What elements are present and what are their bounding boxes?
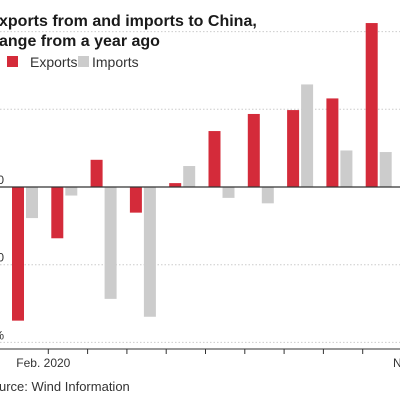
bar-exports bbox=[287, 110, 300, 187]
y-tick-label: 0% bbox=[0, 328, 4, 342]
y-tick-label: 0 bbox=[0, 173, 4, 187]
source-note: urce: Wind Information bbox=[0, 379, 130, 394]
bar-imports bbox=[26, 187, 38, 219]
x-tick-label: No bbox=[393, 356, 400, 370]
bar-exports bbox=[247, 113, 260, 187]
legend-label-exports: Exports bbox=[30, 54, 77, 70]
bars bbox=[12, 23, 392, 321]
bar-imports bbox=[379, 152, 392, 187]
bar-imports bbox=[340, 150, 353, 187]
bar-exports bbox=[129, 187, 142, 213]
bar-imports bbox=[143, 187, 156, 317]
x-tick-label: Feb. 2020 bbox=[16, 356, 70, 370]
bar-exports bbox=[12, 187, 24, 321]
chart-title-line-1: xports from and imports to China, bbox=[0, 13, 257, 30]
y-tick-label: 0 bbox=[0, 251, 4, 265]
bar-imports bbox=[261, 187, 274, 204]
axes: 0 0 0% Feb. 2020 No bbox=[0, 173, 400, 370]
legend: Exports Imports bbox=[7, 54, 139, 70]
legend-swatch-exports bbox=[7, 56, 18, 67]
bar-imports bbox=[65, 187, 78, 196]
bar-imports bbox=[222, 187, 235, 198]
bar-imports bbox=[183, 166, 196, 187]
bar-exports bbox=[326, 98, 339, 187]
bar-imports bbox=[104, 187, 117, 299]
bar-exports bbox=[208, 131, 221, 187]
bar-exports bbox=[90, 159, 103, 187]
chart-title-line-2: ange from a year ago bbox=[0, 33, 160, 50]
bar-exports bbox=[169, 183, 182, 187]
bar-imports bbox=[301, 84, 314, 187]
legend-label-imports: Imports bbox=[92, 54, 139, 70]
legend-swatch-imports bbox=[78, 56, 89, 67]
bar-exports bbox=[51, 187, 64, 239]
bar-exports bbox=[365, 23, 378, 188]
